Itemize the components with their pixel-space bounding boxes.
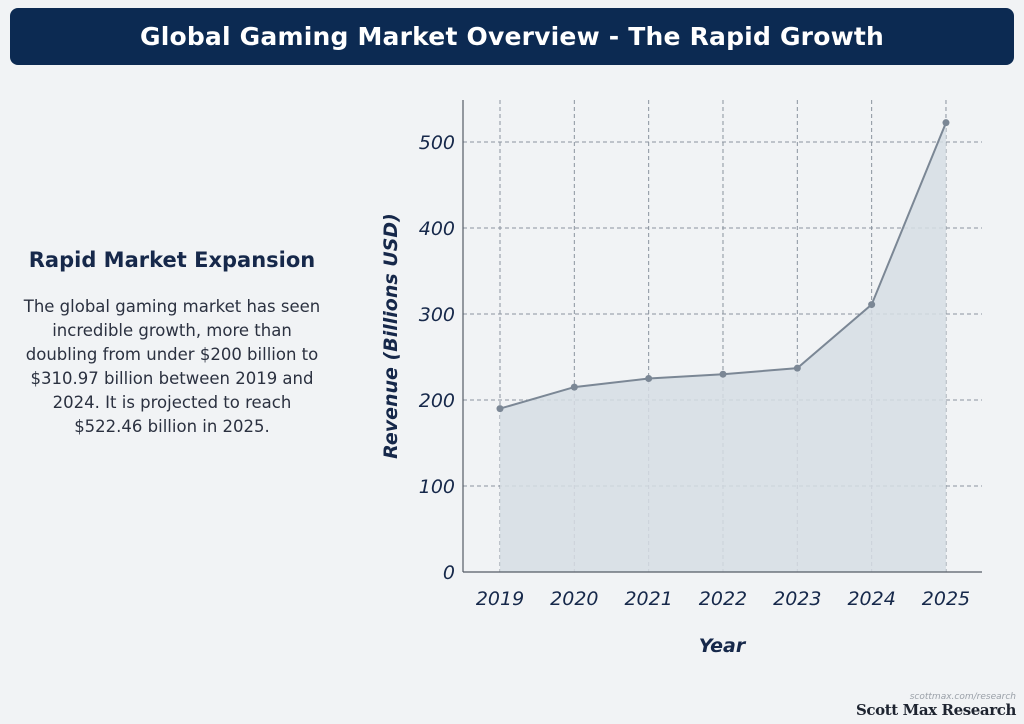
x-tick-label: 2020 <box>550 588 598 610</box>
y-tick-label: 100 <box>419 476 455 498</box>
area-fill <box>500 122 946 573</box>
y-tick-label: 400 <box>419 218 455 240</box>
brand-logo: Scott Max Research <box>856 701 1016 719</box>
footer-url: scottmax.com/research <box>909 692 1016 702</box>
data-point <box>719 370 727 378</box>
y-tick-label: 0 <box>443 562 455 584</box>
summary-text: The global gaming market has seen incred… <box>23 297 321 436</box>
x-tick-label: 2021 <box>624 588 672 610</box>
x-tick-label: 2019 <box>476 588 524 610</box>
data-point <box>496 405 504 413</box>
data-point <box>793 364 801 372</box>
x-tick-label: 2023 <box>773 588 821 610</box>
page-title: Global Gaming Market Overview - The Rapi… <box>139 22 885 51</box>
y-tick-label: 200 <box>419 390 455 412</box>
x-axis-label: Year <box>699 635 747 657</box>
data-point <box>868 301 876 309</box>
data-point <box>570 383 578 391</box>
data-point <box>942 119 950 127</box>
y-axis-label: Revenue (Billions USD) <box>380 213 402 459</box>
y-tick-label: 300 <box>419 304 455 326</box>
x-tick-label: 2024 <box>847 588 895 610</box>
summary-heading: Rapid Market Expansion <box>28 248 316 272</box>
footer: scottmax.com/research Scott Max Research <box>856 692 1016 718</box>
title-bar: Global Gaming Market Overview - The Rapi… <box>10 8 1014 65</box>
summary-panel: Rapid Market Expansion The global gaming… <box>22 248 322 439</box>
y-tick-label: 500 <box>419 132 455 154</box>
data-point <box>645 375 653 382</box>
x-tick-label: 2022 <box>699 588 747 610</box>
x-tick-label: 2025 <box>922 588 970 610</box>
